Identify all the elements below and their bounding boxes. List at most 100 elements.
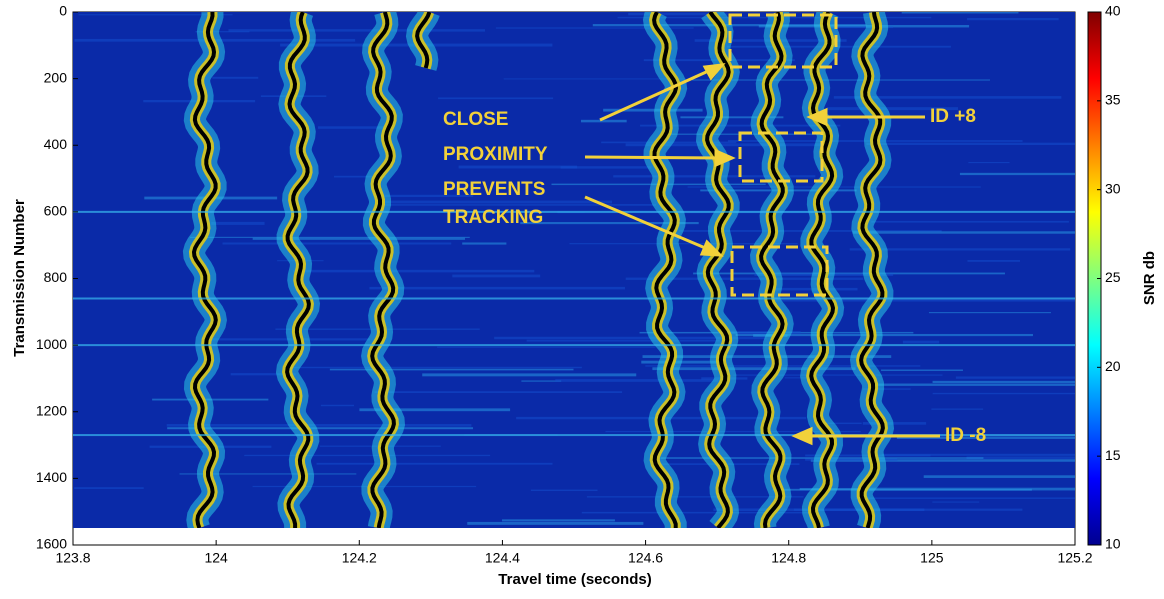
heatmap-image: [73, 12, 1075, 528]
x-tick-label: 123.8: [55, 550, 90, 566]
noise-streak: [437, 346, 656, 348]
noise-streak: [374, 204, 656, 206]
noise-streak: [359, 408, 511, 412]
noise-streak: [767, 299, 1075, 302]
noise-streak: [252, 237, 465, 240]
noise-streak: [810, 459, 1075, 462]
noise-streak: [805, 458, 898, 461]
noise-streak: [833, 96, 1062, 99]
colorbar-tick-label: 30: [1105, 180, 1121, 196]
noise-streak: [228, 29, 486, 32]
noise-streak: [931, 408, 984, 410]
noise-streak: [316, 462, 553, 465]
noise-streak: [932, 392, 1075, 395]
noise-streak: [74, 487, 144, 489]
noise-streak: [501, 519, 615, 522]
noise-streak: [320, 404, 355, 407]
noise-streak: [494, 336, 767, 340]
track-line: [652, 12, 679, 528]
noise-streak: [827, 107, 959, 111]
noise-streak: [862, 422, 927, 425]
track-line: [370, 12, 396, 528]
annotation: PROXIMITY: [443, 144, 548, 165]
noise-streak: [467, 521, 644, 525]
noise-streak: [967, 260, 1021, 262]
noise-streak: [932, 501, 980, 503]
noise-streak: [526, 339, 720, 342]
gap-streak: [73, 434, 1075, 437]
colorbar-tick-label: 15: [1105, 447, 1121, 463]
y-tick-label: 1200: [36, 402, 67, 418]
x-tick-label: 125: [920, 550, 944, 566]
y-tick-label: 1400: [36, 469, 67, 485]
colorbar-tick-label: 40: [1105, 3, 1121, 19]
noise-streak: [873, 383, 1075, 386]
noise-streak: [966, 456, 1075, 459]
noise-streak: [625, 277, 864, 280]
track-line: [191, 12, 218, 528]
noise-streak: [530, 489, 598, 491]
x-tick-label: 124.4: [485, 550, 520, 566]
noise-streak: [959, 172, 1075, 176]
gap-streak: [73, 210, 1075, 213]
noise-streak: [555, 379, 719, 382]
noise-streak: [902, 340, 940, 344]
colorbar-tick-label: 35: [1105, 92, 1121, 108]
track-line: [859, 12, 885, 528]
noise-streak: [849, 248, 1071, 251]
noise-streak: [230, 373, 296, 376]
noise-streak: [382, 200, 613, 204]
noise-streak: [652, 367, 856, 371]
x-tick-label: 124.6: [628, 550, 663, 566]
track-line: [705, 12, 731, 528]
colorbar-label: SNR db: [1141, 251, 1158, 305]
annotation: PREVENTS: [443, 179, 545, 200]
noise-streak: [374, 391, 623, 394]
x-tick-label: 124.2: [342, 550, 377, 566]
noise-streak: [603, 108, 703, 112]
x-tick-label: 124.8: [771, 550, 806, 566]
y-tick-label: 0: [59, 3, 67, 19]
noise-streak: [222, 242, 452, 245]
noise-streak: [503, 78, 687, 80]
noise-streak: [195, 31, 250, 33]
noise-streak: [211, 221, 265, 225]
noise-streak: [881, 369, 963, 371]
noise-streak: [928, 312, 1051, 314]
colorbar-tick-label: 10: [1105, 536, 1121, 552]
noise-streak: [733, 374, 943, 376]
gap-streak: [73, 297, 1075, 300]
noise-streak: [179, 473, 357, 475]
noise-streak: [680, 116, 784, 119]
y-tick-label: 800: [44, 269, 68, 285]
noise-streak: [772, 488, 1032, 491]
noise-streak: [866, 142, 1075, 146]
noise-streak: [852, 231, 1075, 234]
noise-streak: [293, 269, 535, 273]
track-line: [809, 12, 836, 528]
noise-streak: [452, 274, 541, 278]
noise-streak: [287, 366, 582, 369]
noise-streak: [166, 424, 472, 427]
x-tick-label: 125.2: [1057, 550, 1092, 566]
noise-streak: [462, 242, 507, 245]
noise-streak: [693, 272, 1005, 275]
annotation: ID -8: [945, 425, 986, 446]
noise-streak: [520, 222, 699, 225]
noise-streak: [586, 496, 804, 498]
noise-streak: [722, 331, 801, 334]
noise-streak: [625, 143, 822, 147]
noise-streak: [189, 236, 470, 238]
y-axis-label: Transmission Number: [11, 199, 28, 357]
annotation: ID +8: [930, 106, 976, 127]
noise-streak: [458, 165, 578, 169]
noise-streak: [422, 373, 637, 377]
noise-streak: [818, 422, 862, 425]
noise-streak: [317, 126, 391, 129]
track-line: [285, 12, 311, 528]
noise-streak: [569, 243, 798, 245]
y-tick-label: 1600: [36, 536, 67, 552]
annotation: CLOSE: [443, 109, 508, 130]
noise-streak: [901, 12, 1019, 14]
noise-streak: [692, 79, 990, 81]
